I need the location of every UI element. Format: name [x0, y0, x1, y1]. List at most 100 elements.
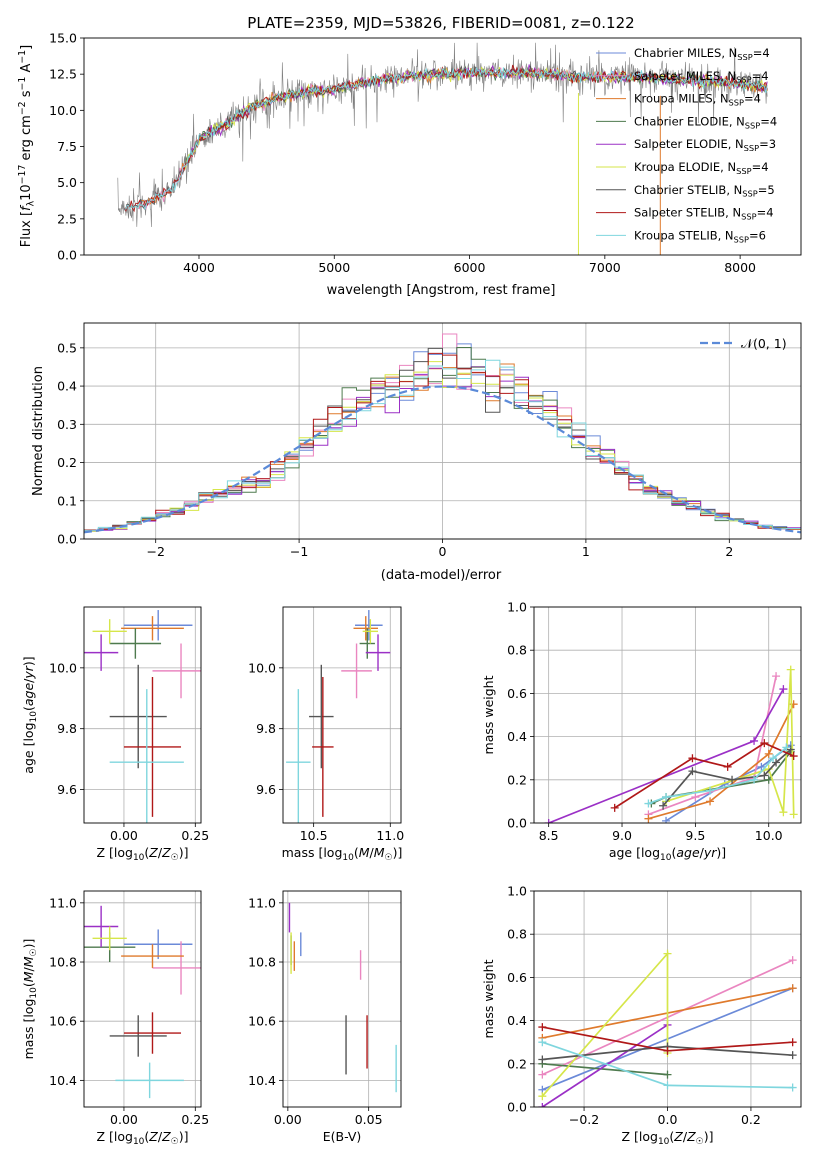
spectrum-ytick-label: 7.5 [57, 139, 77, 154]
weight_vs_Z-ytick-label: 0.2 [507, 1056, 527, 1071]
weight_vs_age-ylabel: mass weight [481, 675, 496, 754]
weight-marker [764, 775, 773, 784]
mass_vs_ebv-frame [282, 890, 402, 1108]
residuals-xlabel: (data-model)/error [381, 568, 502, 583]
weight-marker [538, 1070, 547, 1079]
weight-marker [779, 808, 788, 817]
residuals-axes: −2 −1 0 1 2 0.0 0.1 0.2 0.3 0.4 0.5 [57, 323, 801, 559]
age_vs_Z-ytick-label: 10.0 [49, 660, 77, 675]
weight-line-kroupa-elodie [541, 951, 669, 1097]
age_vs_mass-ytick-label: 9.8 [256, 721, 276, 736]
normal-legend-label: 𝒩(0, 1) [741, 336, 787, 351]
age_vs_mass-xtick-label: 11.0 [376, 828, 404, 843]
histograms [84, 333, 801, 534]
spectrum-ylabel: Flux [fλ10−17 erg cm−2 s−1 A−1] [17, 45, 36, 247]
spectrum-ytick-label: 2.5 [57, 211, 77, 226]
weight-marker [789, 810, 798, 819]
mass_vs_Z-ylabel: mass [log10(M/M☉)] [21, 939, 39, 1060]
weight_vs_Z-axes: −0.2 0.0 0.2 0.0 0.2 0.4 0.6 0.8 1.0 [507, 884, 801, 1127]
weight_vs_age-ytick-label: 0.4 [507, 729, 527, 744]
mass_vs_ebv-axes: 0.00 0.05 10.4 10.6 10.8 11.0 [248, 891, 401, 1127]
age_vs_mass-xtick-label: 10.5 [300, 828, 328, 843]
weight_vs_Z-ytick-label: 1.0 [507, 884, 527, 899]
model-spectrum-salpeter-stelib [124, 64, 768, 213]
spectrum-xtick-label: 8000 [724, 260, 756, 275]
age_vs_Z-frame [83, 606, 202, 824]
weight-marker [772, 672, 781, 681]
weight_vs_age-ytick-label: 0.2 [507, 772, 527, 787]
weight-marker [663, 1081, 672, 1090]
weight_vs_age-xtick-label: 8.5 [539, 828, 559, 843]
residuals-xtick-label: 0 [439, 544, 447, 559]
weight_vs_Z-marks [538, 949, 797, 1107]
weight-line-kroupa-miles [648, 703, 795, 820]
weight-line-chabrier-stelib [662, 748, 792, 807]
mass_vs_Z-marks [84, 905, 201, 1099]
spectrum-ytick-label: 15.0 [49, 31, 77, 46]
legend-entry-6: Chabrier STELIB, NSSP=5 [634, 183, 775, 199]
weight_vs_Z-xtick-label: 0.2 [741, 1112, 761, 1127]
weight_vs_age-ytick-label: 0.8 [507, 643, 527, 658]
legend-entry-3: Chabrier ELODIE, NSSP=4 [634, 114, 777, 130]
weight-marker [772, 758, 781, 767]
weight-marker [544, 819, 553, 823]
weight-marker [769, 754, 778, 763]
weight-line-chabrier-elodie [542, 1062, 668, 1076]
spectrum-xtick-label: 6000 [454, 260, 486, 275]
age_vs_mass-ytick-label: 9.6 [256, 782, 276, 797]
weight_vs_Z-ytick-label: 0.4 [507, 1013, 527, 1028]
chart-title: PLATE=2359, MJD=53826, FIBERID=0081, z=0… [247, 14, 634, 32]
weight-marker [644, 814, 653, 823]
mass_vs_ebv-ytick-label: 10.4 [248, 1073, 276, 1088]
spectrum-xtick-label: 7000 [589, 260, 621, 275]
weight-marker [757, 762, 766, 771]
legend-entry-7: Salpeter STELIB, NSSP=4 [634, 206, 774, 222]
weight-marker [760, 739, 769, 748]
weight-marker [788, 1038, 797, 1047]
weight_vs_Z-xtick-label: 0.0 [658, 1112, 678, 1127]
weight-marker [782, 743, 791, 752]
weight-marker [723, 762, 732, 771]
residuals-xtick-label: 1 [582, 544, 590, 559]
weight-marker [538, 1103, 547, 1107]
spectrum-frame [83, 37, 802, 256]
mass_vs_ebv-ytick-label: 10.6 [248, 1014, 276, 1029]
weight-marker [788, 1051, 797, 1060]
residuals-ytick-label: 0.5 [57, 340, 77, 355]
weight-marker [779, 685, 788, 694]
legend-entry-5: Kroupa ELODIE, NSSP=4 [634, 160, 769, 176]
weight-line-kroupa-stelib [648, 746, 787, 805]
weight-marker [663, 1070, 672, 1079]
weight-marker [788, 984, 797, 993]
weight-marker [538, 1023, 547, 1032]
spectrum-ytick-label: 12.5 [49, 67, 77, 82]
weight-line-salpeter-elodie [541, 1024, 668, 1107]
weight_vs_Z-ylabel: mass weight [481, 959, 496, 1038]
weight-marker [728, 775, 737, 784]
mass_vs_Z-xtick-label: 0.00 [110, 1112, 138, 1127]
residuals-xtick-label: −1 [290, 544, 308, 559]
legend-entry-8: Kroupa STELIB, NSSP=6 [634, 228, 766, 244]
mass_vs_ebv-marks [288, 902, 397, 1093]
weight-line-salpeter-miles [648, 675, 777, 816]
weight_vs_Z-ytick-label: 0.6 [507, 970, 527, 985]
weight_vs_Z-ytick-label: 0.0 [507, 1100, 527, 1115]
weight-marker [691, 793, 700, 802]
weight-marker [659, 801, 668, 810]
age_vs_mass-axes: 10.5 11.0 9.6 9.8 10.0 [248, 607, 404, 843]
residuals-ytick-label: 0.2 [57, 455, 77, 470]
age_vs_Z-xtick-label: 0.25 [181, 828, 209, 843]
age_vs_mass-marks [286, 610, 391, 823]
age_vs_Z-ytick-label: 9.6 [57, 782, 77, 797]
legend-entry-0: Chabrier MILES, NSSP=4 [634, 46, 770, 62]
residuals-ylabel: Normed distribution [31, 366, 46, 496]
weight-marker [788, 956, 797, 965]
weight-marker [688, 754, 697, 763]
weight-marker [788, 1083, 797, 1092]
weight-marker [706, 786, 715, 795]
weight-marker [786, 745, 795, 754]
weight_vs_Z-xlabel: Z [log10(Z/Z☉)] [621, 1129, 713, 1147]
spectrum-axes: 4000 5000 6000 7000 8000 0.0 2.5 5.0 7.5 10.0 12.5… [49, 31, 756, 276]
weight_vs_age-marks [544, 665, 798, 823]
